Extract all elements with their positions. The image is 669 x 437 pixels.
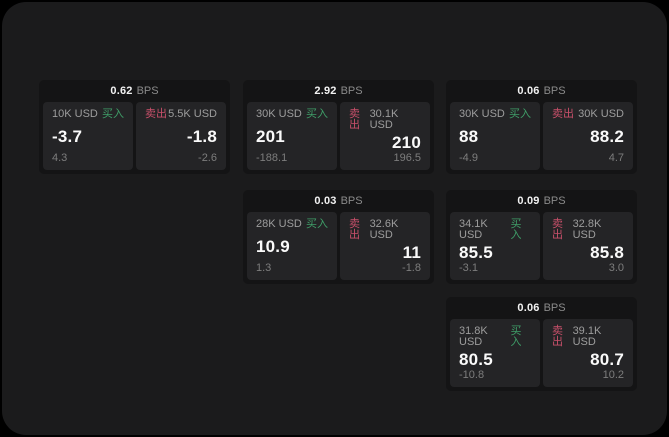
sell-side-label: 卖出 — [552, 325, 563, 348]
sell-sub-value: 196.5 — [393, 152, 421, 164]
sell-size: 5.5K USD — [168, 108, 217, 120]
bps-value: 0.06 — [517, 302, 540, 314]
sell-panel[interactable]: 卖出 32.6K USD 11 -1.8 — [340, 212, 430, 280]
bps-header: 0.06 BPS — [446, 297, 637, 319]
quote-card-3: 0.06 BPS 30K USD 买入 88 -4.9 卖出 30K USD — [446, 80, 637, 174]
buy-price: 201 — [256, 127, 285, 146]
quote-card-1: 0.62 BPS 10K USD 买入 -3.7 4.3 卖出 5.5K USD — [39, 80, 230, 174]
quote-panels: 10K USD 买入 -3.7 4.3 卖出 5.5K USD -1.8 -2.… — [39, 102, 230, 174]
bps-unit: BPS — [543, 195, 566, 207]
buy-side-label: 买入 — [102, 108, 124, 120]
sell-sub-value: -2.6 — [198, 152, 217, 164]
buy-panel[interactable]: 28K USD 买入 10.9 1.3 — [247, 212, 337, 280]
sell-price: 210 — [392, 132, 421, 152]
buy-price: 80.5 — [459, 349, 493, 369]
sell-panel[interactable]: 卖出 5.5K USD -1.8 -2.6 — [136, 102, 226, 170]
buy-size: 30K USD — [459, 108, 505, 120]
quote-panels: 31.8K USD 买入 80.5 -10.8 卖出 39.1K USD 80.… — [446, 319, 637, 391]
quote-panels: 34.1K USD 买入 85.5 -3.1 卖出 32.8K USD 85.8… — [446, 212, 637, 284]
buy-sub-value: -3.1 — [459, 262, 478, 274]
buy-panel[interactable]: 30K USD 买入 88 -4.9 — [450, 102, 540, 170]
buy-price: -3.7 — [52, 127, 83, 146]
sell-panel[interactable]: 卖出 39.1K USD 80.7 10.2 — [543, 319, 633, 387]
buy-side-label: 买入 — [510, 218, 522, 241]
buy-size: 34.1K USD — [459, 218, 488, 241]
buy-panel[interactable]: 31.8K USD 买入 80.5 -10.8 — [450, 319, 540, 387]
quote-card-4: 0.03 BPS 28K USD 买入 10.9 1.3 卖出 32.6K US… — [243, 190, 434, 284]
buy-price: 88 — [459, 127, 479, 146]
buy-sub-value: 1.3 — [256, 262, 272, 274]
buy-side-label: 买入 — [509, 108, 531, 120]
sell-price: 85.8 — [590, 242, 624, 262]
bps-unit: BPS — [543, 302, 566, 314]
sell-side-label: 卖出 — [349, 108, 360, 131]
bps-header: 0.62 BPS — [39, 80, 230, 102]
bps-header: 0.03 BPS — [243, 190, 434, 212]
buy-size: 31.8K USD — [459, 325, 488, 348]
quote-panels: 30K USD 买入 88 -4.9 卖出 30K USD 88.2 4.7 — [446, 102, 637, 174]
quote-card-5: 0.09 BPS 34.1K USD 买入 85.5 -3.1 卖出 32.8K… — [446, 190, 637, 284]
bps-unit: BPS — [136, 85, 159, 97]
sell-sub-value: 10.2 — [602, 369, 624, 381]
sell-size: 32.8K USD — [572, 218, 602, 241]
sell-side-label: 卖出 — [552, 218, 563, 241]
buy-price: 85.5 — [459, 242, 493, 262]
bps-value: 2.92 — [314, 85, 337, 97]
sell-size: 39.1K USD — [572, 325, 602, 348]
sell-side-label: 卖出 — [349, 218, 360, 241]
sell-price: -1.8 — [186, 127, 217, 146]
sell-side-label: 卖出 — [552, 108, 574, 120]
buy-sub-value: -188.1 — [256, 152, 288, 164]
buy-side-label: 买入 — [306, 108, 328, 120]
buy-size: 10K USD — [52, 108, 98, 120]
buy-panel[interactable]: 34.1K USD 买入 85.5 -3.1 — [450, 212, 540, 280]
sell-panel[interactable]: 卖出 30.1K USD 210 196.5 — [340, 102, 430, 170]
bps-header: 2.92 BPS — [243, 80, 434, 102]
bps-value: 0.03 — [314, 195, 337, 207]
sell-panel[interactable]: 卖出 30K USD 88.2 4.7 — [543, 102, 633, 170]
bps-unit: BPS — [340, 85, 363, 97]
bps-header: 0.09 BPS — [446, 190, 637, 212]
sell-sub-value: 4.7 — [608, 152, 624, 164]
sell-panel[interactable]: 卖出 32.8K USD 85.8 3.0 — [543, 212, 633, 280]
sell-side-label: 卖出 — [145, 108, 167, 120]
quote-panels: 30K USD 买入 201 -188.1 卖出 30.1K USD 210 1… — [243, 102, 434, 174]
bps-header: 0.06 BPS — [446, 80, 637, 102]
bps-unit: BPS — [340, 195, 363, 207]
bps-unit: BPS — [543, 85, 566, 97]
quote-panels: 28K USD 买入 10.9 1.3 卖出 32.6K USD 11 -1.8 — [243, 212, 434, 284]
sell-size: 30K USD — [578, 108, 624, 120]
buy-side-label: 买入 — [510, 325, 522, 348]
buy-panel[interactable]: 30K USD 买入 201 -188.1 — [247, 102, 337, 170]
bps-value: 0.06 — [517, 85, 540, 97]
buy-price: 10.9 — [256, 237, 290, 256]
sell-price: 11 — [402, 242, 421, 262]
buy-side-label: 买入 — [306, 218, 328, 230]
sell-size: 32.6K USD — [369, 218, 399, 241]
sell-price: 80.7 — [590, 349, 624, 369]
sell-sub-value: 3.0 — [608, 262, 624, 274]
bps-value: 0.62 — [110, 85, 133, 97]
quote-card-2: 2.92 BPS 30K USD 买入 201 -188.1 卖出 30.1K … — [243, 80, 434, 174]
quote-card-6: 0.06 BPS 31.8K USD 买入 80.5 -10.8 卖出 39.1… — [446, 297, 637, 391]
sell-sub-value: -1.8 — [402, 262, 421, 274]
buy-size: 28K USD — [256, 218, 302, 230]
sell-size: 30.1K USD — [369, 108, 399, 131]
buy-size: 30K USD — [256, 108, 302, 120]
buy-panel[interactable]: 10K USD 买入 -3.7 4.3 — [43, 102, 133, 170]
sell-price: 88.2 — [590, 127, 624, 146]
buy-sub-value: -4.9 — [459, 152, 478, 164]
bps-value: 0.09 — [517, 195, 540, 207]
buy-sub-value: 4.3 — [52, 152, 68, 164]
buy-sub-value: -10.8 — [459, 369, 485, 381]
